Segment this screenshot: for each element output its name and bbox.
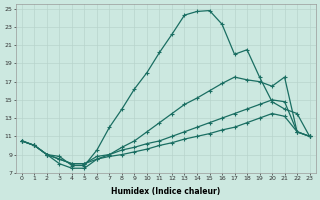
X-axis label: Humidex (Indice chaleur): Humidex (Indice chaleur) [111, 187, 220, 196]
